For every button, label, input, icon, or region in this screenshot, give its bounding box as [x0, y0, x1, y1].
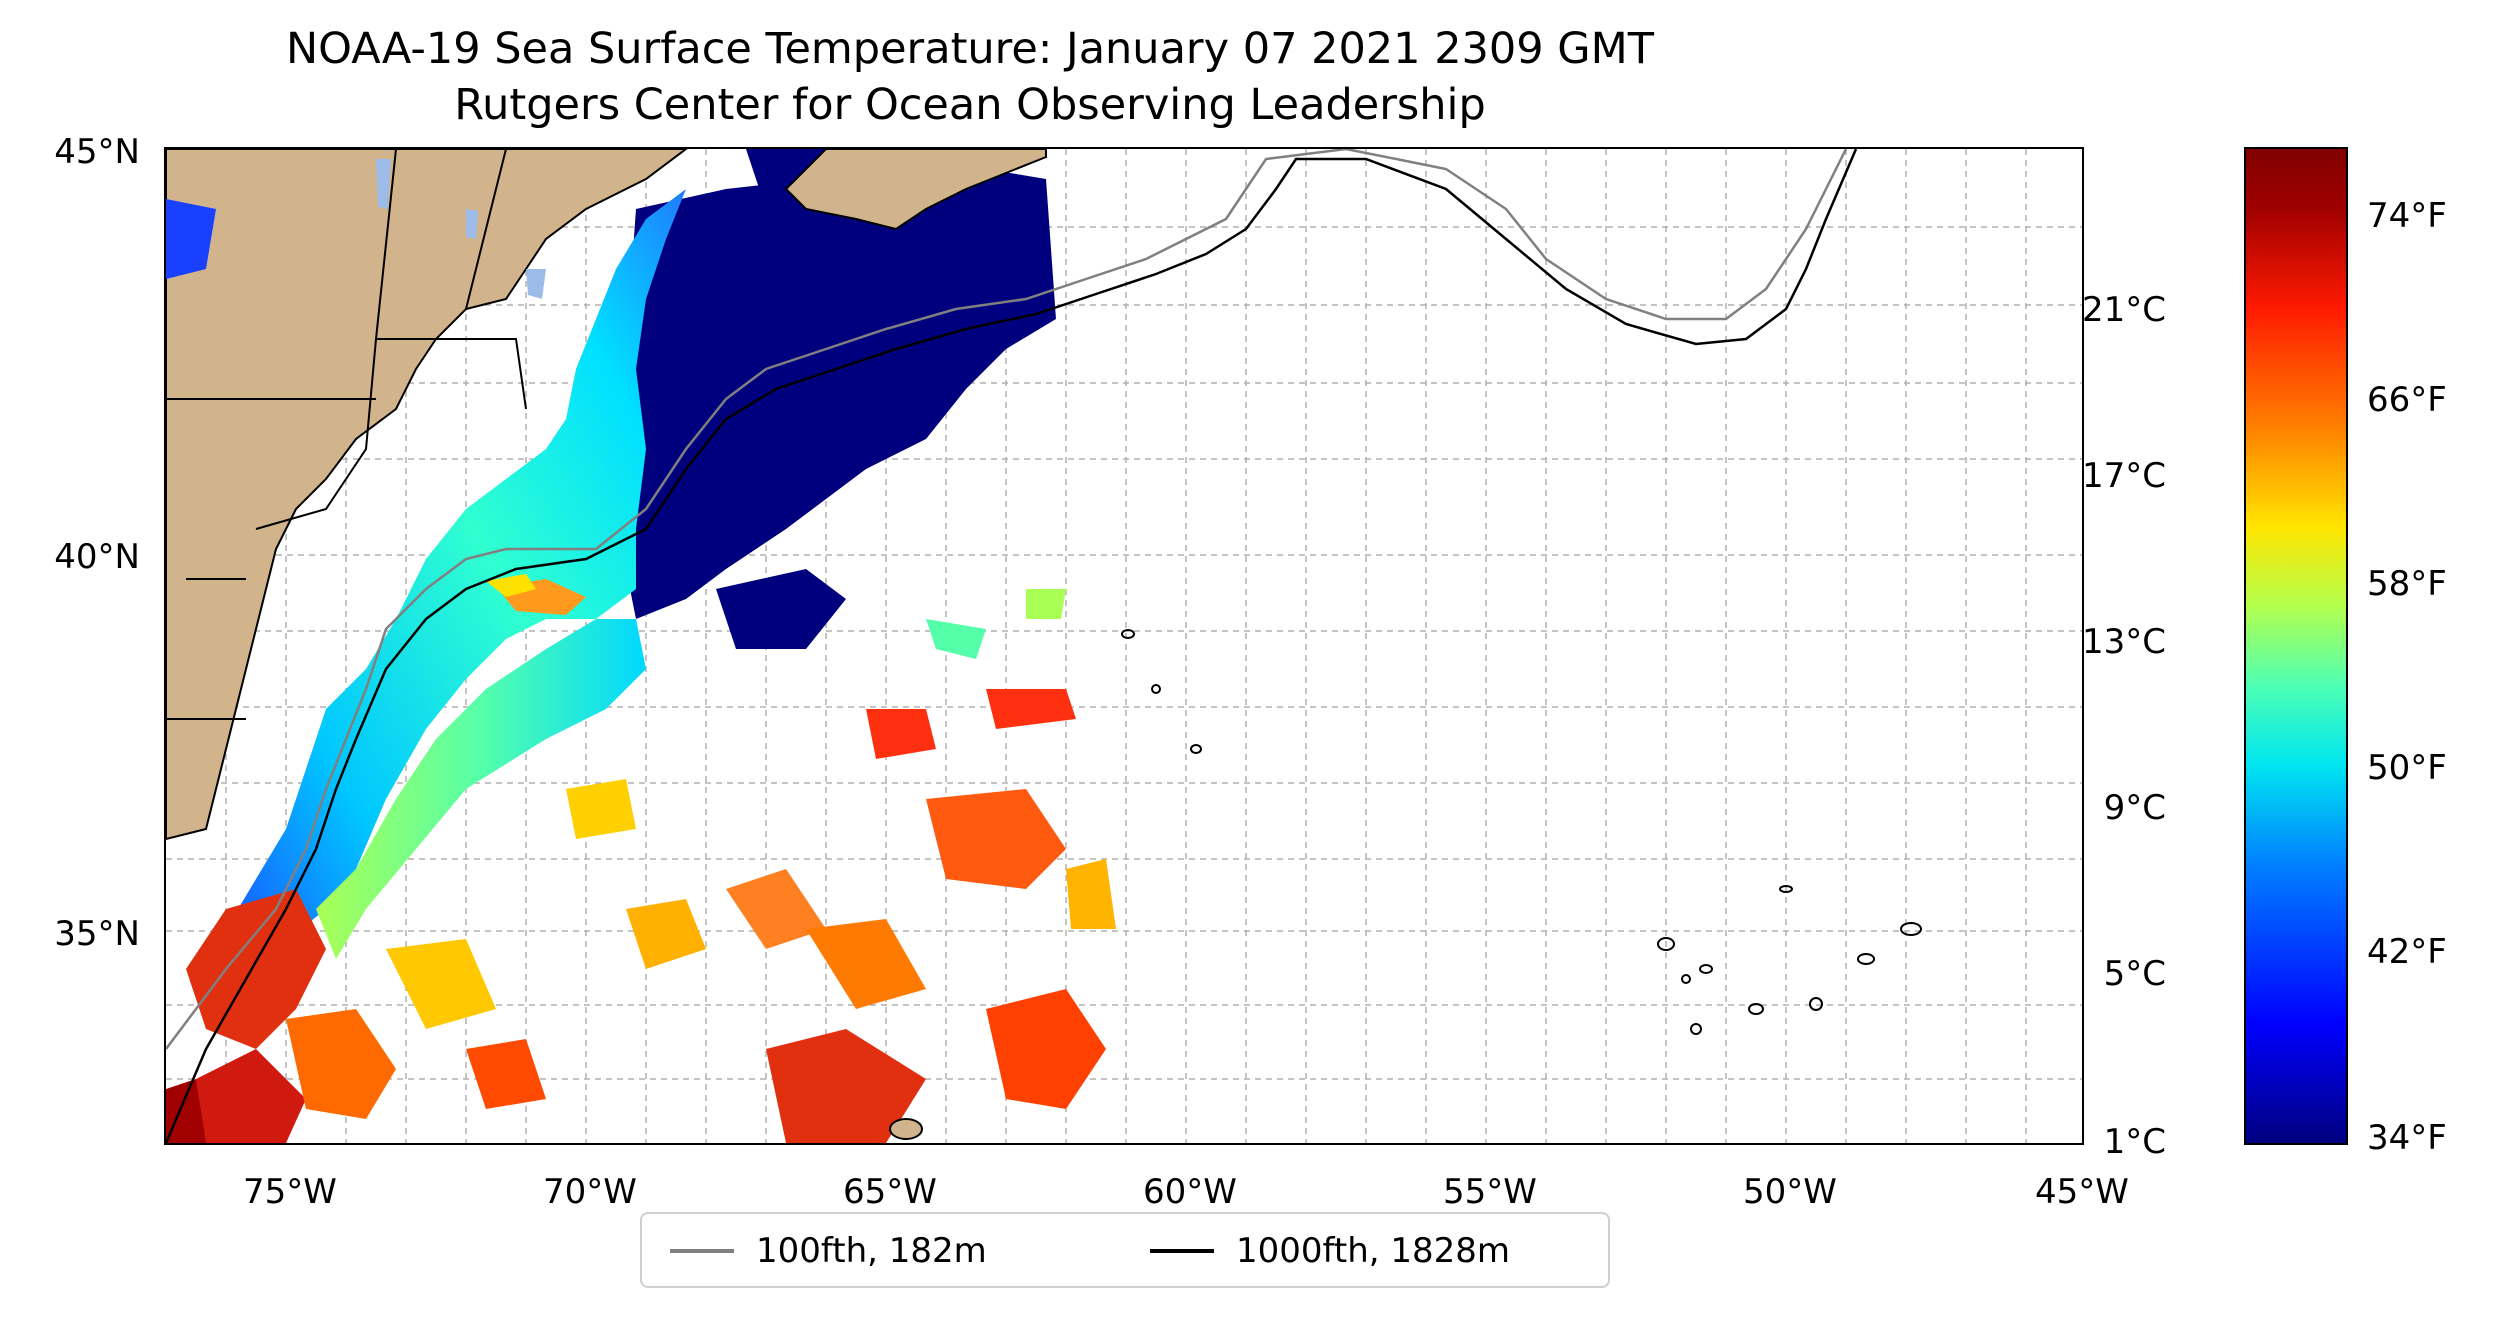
- isobath-legend: 100fth, 182m 1000fth, 1828m: [640, 1212, 1610, 1288]
- lakes: [166, 159, 546, 299]
- lon-label-60w: 60°W: [1143, 1172, 1237, 1212]
- lat-label-35n: 35°N: [54, 914, 140, 954]
- lat-label-40n: 40°N: [54, 537, 140, 577]
- figure-title: NOAA-19 Sea Surface Temperature: January…: [286, 24, 1654, 74]
- colorbar-celsius-1: 1°C: [2103, 1122, 2166, 1162]
- colorbar-fahrenheit-50: 50°F: [2367, 748, 2447, 788]
- colorbar-fahrenheit-74: 74°F: [2367, 196, 2447, 236]
- land-mass: [166, 149, 688, 841]
- land-maine: [784, 149, 1047, 231]
- sst-cold-band: [626, 169, 1056, 619]
- legend-item-100fth: 100fth, 182m: [670, 1226, 987, 1276]
- lon-label-45w: 45°W: [2035, 1172, 2129, 1212]
- lon-label-65w: 65°W: [843, 1172, 937, 1212]
- sst-map-svg: [166, 149, 2082, 1143]
- seamounts: [889, 629, 1922, 1140]
- isobath-100fth: [166, 149, 1848, 1050]
- lat-label-45n: 45°N: [54, 132, 140, 172]
- legend-swatch-black-line: [1150, 1249, 1214, 1253]
- legend-label-100fth: 100fth, 182m: [756, 1231, 987, 1271]
- state-borders: [166, 149, 527, 720]
- colorbar-fahrenheit-66: 66°F: [2367, 380, 2447, 420]
- temperature-colorbar: [2244, 147, 2348, 1145]
- colorbar-fahrenheit-58: 58°F: [2367, 564, 2447, 604]
- colorbar-celsius-21: 21°C: [2081, 290, 2166, 330]
- sst-gulf-stream-patches: [166, 589, 1116, 1143]
- colorbar-celsius-17: 17°C: [2081, 456, 2166, 496]
- colorbar-celsius-9: 9°C: [2103, 788, 2166, 828]
- lon-label-75w: 75°W: [243, 1172, 337, 1212]
- figure-subtitle: Rutgers Center for Ocean Observing Leade…: [454, 80, 1486, 130]
- lon-label-55w: 55°W: [1443, 1172, 1537, 1212]
- legend-item-1000fth: 1000fth, 1828m: [1150, 1226, 1510, 1276]
- sst-cold-patch-offshore: [716, 569, 846, 649]
- isobath-1000fth: [166, 149, 1858, 1143]
- sst-map-panel[interactable]: [164, 147, 2084, 1145]
- colorbar-celsius-5: 5°C: [2103, 954, 2166, 994]
- lon-label-70w: 70°W: [543, 1172, 637, 1212]
- lon-label-50w: 50°W: [1743, 1172, 1837, 1212]
- colorbar-celsius-13: 13°C: [2081, 622, 2166, 662]
- sst-slope-front: [316, 619, 646, 959]
- legend-swatch-gray-line: [670, 1249, 734, 1253]
- legend-label-1000fth: 1000fth, 1828m: [1236, 1231, 1511, 1271]
- colorbar-fahrenheit-34: 34°F: [2367, 1118, 2447, 1158]
- colorbar-fahrenheit-42: 42°F: [2367, 932, 2447, 972]
